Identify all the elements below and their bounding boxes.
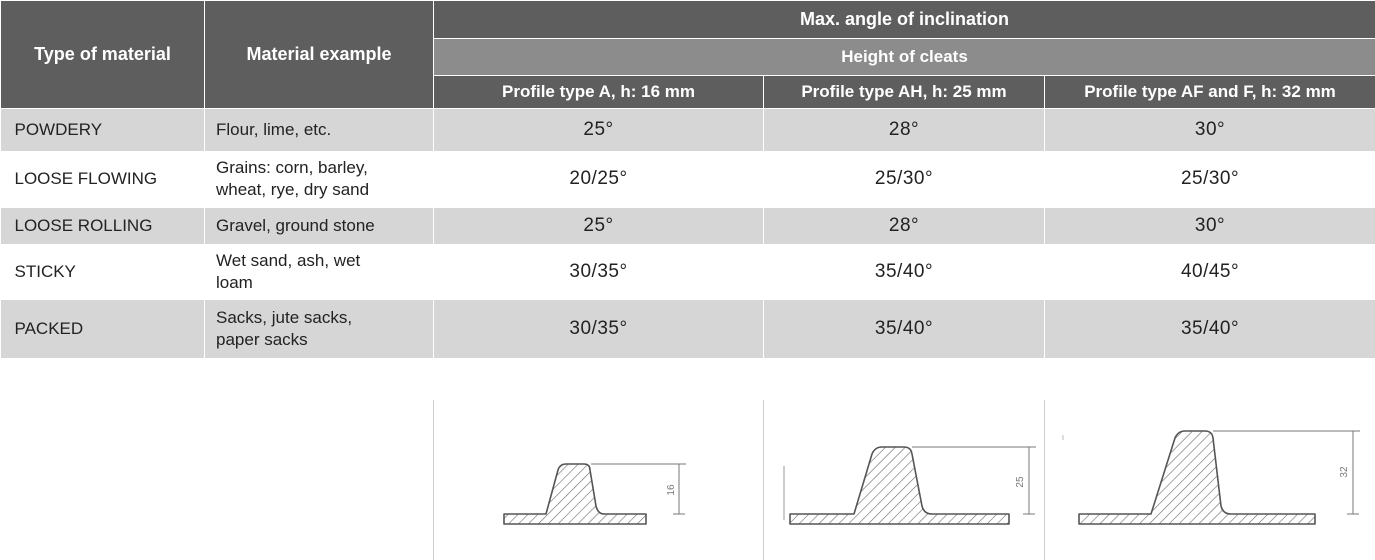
cleat-profile-af-sketch: 32: [1062, 430, 1360, 525]
table-row: PACKED Sacks, jute sacks, paper sacks 30/…: [0, 299, 1375, 358]
cell-angle-af: 30°: [1044, 108, 1375, 151]
header-profile-af: Profile type AF and F, h: 32 mm: [1043, 75, 1375, 109]
cell-angle-af: 35/40°: [1044, 299, 1375, 358]
cell-type: LOOSE ROLLING: [0, 207, 205, 244]
dimension-label-a: 16: [666, 484, 677, 496]
header-max-angle: Max. angle of inclination: [432, 0, 1375, 39]
cell-angle-ah: 28°: [763, 108, 1045, 151]
cell-angle-af: 30°: [1044, 207, 1375, 244]
example-line: Wet sand, ash, wet: [216, 250, 361, 270]
cell-example: Sacks, jute sacks, paper sacks: [204, 299, 434, 358]
profile-ah-drawing: 25: [763, 400, 1044, 560]
profile-a-drawing: 16: [433, 400, 763, 560]
cell-angle-a: 30/35°: [433, 299, 764, 358]
cell-angle-af: 40/45°: [1044, 243, 1375, 300]
cell-example: Grains: corn, barley, wheat, rye, dry san…: [204, 150, 434, 208]
example-line: Gravel, ground stone: [216, 215, 375, 235]
table-row: LOOSE FLOWING Grains: corn, barley, wheat…: [0, 150, 1375, 208]
cell-angle-a: 30/35°: [433, 243, 764, 300]
table-row: LOOSE ROLLING Gravel, ground stone 25° 2…: [0, 207, 1375, 244]
cell-example: Gravel, ground stone: [204, 207, 434, 244]
cleat-profile-ah-sketch: 25: [783, 446, 1036, 525]
dimension-label-ah: 25: [1015, 476, 1026, 488]
header-profile-ah: Profile type AH, h: 25 mm: [763, 75, 1045, 109]
cell-angle-ah: 35/40°: [763, 243, 1045, 300]
cell-type: LOOSE FLOWING: [0, 150, 205, 208]
example-line: Sacks, jute sacks,: [216, 307, 353, 327]
cell-angle-af: 25/30°: [1044, 150, 1375, 208]
example-line: wheat, rye, dry sand: [216, 180, 370, 199]
table-row: POWDERY Flour, lime, etc. 25° 28° 30°: [0, 108, 1375, 151]
cell-angle-ah: 28°: [763, 207, 1045, 244]
profile-af-drawing: 32: [1044, 400, 1375, 560]
inclination-table: Type of material Material example Max. a…: [0, 0, 1375, 358]
example-line: Grains: corn, barley,: [216, 158, 368, 177]
cleat-profile-drawings: 16 25 32: [433, 400, 1375, 560]
cell-angle-a: 20/25°: [433, 150, 764, 208]
example-line: loam: [216, 272, 253, 292]
cell-angle-ah: 25/30°: [763, 150, 1045, 208]
example-line: Flour, lime, etc.: [216, 119, 332, 139]
cell-example: Wet sand, ash, wet loam: [204, 243, 434, 300]
cell-type: PACKED: [0, 299, 205, 358]
cell-example: Flour, lime, etc.: [204, 108, 434, 151]
header-height-of-cleats: Height of cleats: [432, 38, 1375, 76]
cell-type: POWDERY: [0, 108, 205, 151]
example-line: paper sacks: [216, 329, 308, 349]
header-profile-a: Profile type A, h: 16 mm: [433, 75, 764, 109]
cell-angle-a: 25°: [433, 207, 764, 244]
cleat-profile-a-sketch: 16: [503, 463, 686, 525]
header-material-example: Material example: [204, 0, 434, 109]
table-row: STICKY Wet sand, ash, wet loam 30/35° 35/…: [0, 243, 1375, 300]
dimension-label-af: 32: [1339, 466, 1350, 478]
cell-type: STICKY: [0, 243, 205, 300]
header-type-of-material: Type of material: [0, 0, 205, 109]
cell-angle-ah: 35/40°: [763, 299, 1045, 358]
cell-angle-a: 25°: [433, 108, 764, 151]
